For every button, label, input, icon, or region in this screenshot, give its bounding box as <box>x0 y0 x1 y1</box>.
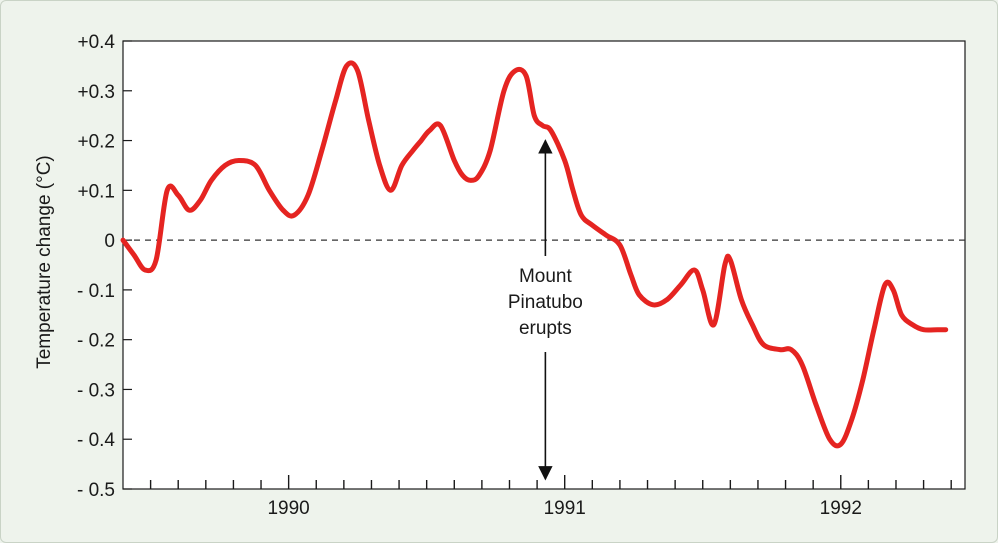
eruption-annotation: Mount Pinatubo erupts <box>508 139 583 481</box>
y-tick-label: +0.1 <box>77 181 115 202</box>
plot-area <box>122 40 966 490</box>
y-tick-label: 0 <box>104 231 115 252</box>
annotation-line: erupts <box>519 318 572 339</box>
y-tick-label: +0.3 <box>77 82 115 103</box>
x-tick-label: 1991 <box>544 498 586 519</box>
y-tick-label: - 0.5 <box>77 480 115 501</box>
x-tick-label: 1990 <box>267 498 309 519</box>
annotation-line: Pinatubo <box>508 292 583 313</box>
x-axis: 1990 1991 1992 <box>149 475 952 519</box>
y-tick-label: - 0.3 <box>77 380 115 401</box>
y-tick-label: - 0.4 <box>77 430 115 451</box>
x-tick-label: 1992 <box>820 498 862 519</box>
series-line <box>120 60 949 449</box>
series-group <box>120 60 949 449</box>
y-tick-label: - 0.1 <box>77 281 115 302</box>
y-axis-title: Temperature change (°C) <box>34 155 55 369</box>
y-tick-label: - 0.2 <box>77 331 115 352</box>
annotation-line: Mount <box>519 266 573 287</box>
y-tick-label: +0.2 <box>77 132 115 153</box>
y-axis: +0.4 +0.3 +0.2 +0.1 0 - 0.1 - 0.2 - 0.3 - 0.4 - 0… <box>77 32 132 501</box>
y-tick-label: +0.4 <box>77 32 115 53</box>
